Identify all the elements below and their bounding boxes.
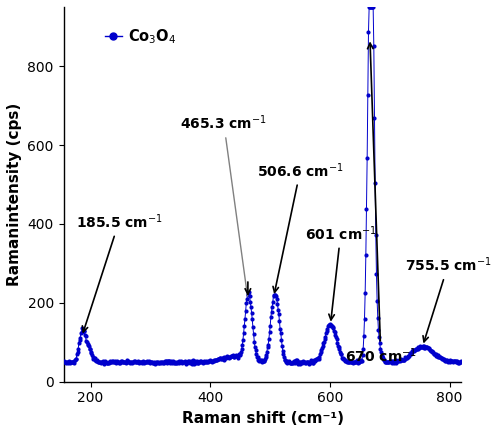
Text: 185.5 cm$^{-1}$: 185.5 cm$^{-1}$ — [76, 212, 162, 332]
Legend: Co$_3$O$_4$: Co$_3$O$_4$ — [98, 22, 182, 52]
X-axis label: Raman shift (cm⁻¹): Raman shift (cm⁻¹) — [182, 411, 344, 426]
Y-axis label: Ramanintensity (cps): Ramanintensity (cps) — [7, 103, 22, 286]
Text: 670 cm$^{-1}$: 670 cm$^{-1}$ — [345, 43, 417, 365]
Text: 506.6 cm$^{-1}$: 506.6 cm$^{-1}$ — [257, 161, 344, 292]
Text: 465.3 cm$^{-1}$: 465.3 cm$^{-1}$ — [180, 113, 267, 296]
Text: 601 cm$^{-1}$: 601 cm$^{-1}$ — [304, 224, 376, 320]
Text: 755.5 cm$^{-1}$: 755.5 cm$^{-1}$ — [404, 256, 492, 342]
